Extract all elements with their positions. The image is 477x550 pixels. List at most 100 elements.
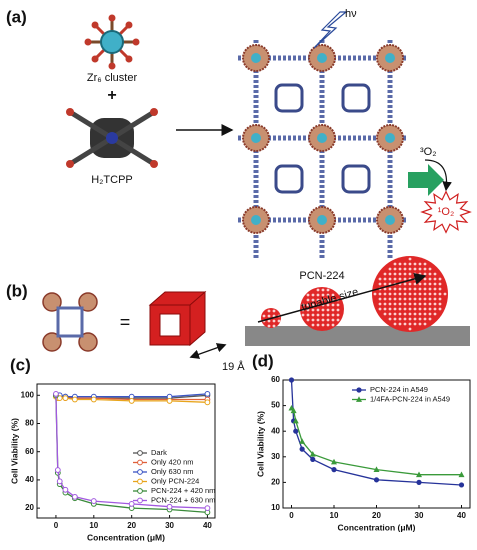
y-tick-label: 80 — [25, 419, 34, 428]
particle-dot — [423, 267, 427, 271]
particle-dot — [383, 297, 387, 301]
particle-dot — [393, 312, 397, 316]
particle-dot — [403, 272, 407, 276]
data-point — [292, 417, 299, 424]
particle-dot — [418, 267, 422, 271]
particle-dot — [428, 312, 432, 316]
particle-dot — [326, 293, 330, 297]
x-tick-label: 10 — [330, 511, 339, 520]
x-tick-label: 20 — [127, 521, 136, 530]
particle-dot — [398, 317, 402, 321]
particle-dot — [378, 277, 382, 281]
particle-dot — [378, 282, 382, 286]
porphyrin-unit — [341, 83, 371, 113]
data-point — [458, 471, 465, 478]
particle-dot — [388, 267, 392, 271]
data-point — [299, 446, 305, 452]
particle-dot — [408, 302, 412, 306]
particle-dot — [398, 297, 402, 301]
data-point — [90, 396, 97, 403]
particle-dot — [423, 302, 427, 306]
data-point — [166, 503, 173, 510]
particle-dot — [428, 292, 432, 296]
particle-dot — [433, 272, 437, 276]
node-core — [317, 133, 327, 143]
energy-arrow — [408, 164, 444, 196]
particle-dot — [433, 297, 437, 301]
node-core — [385, 215, 395, 225]
particle-dot — [413, 267, 417, 271]
particle-dot — [428, 272, 432, 276]
light-label: hν — [345, 8, 357, 20]
carboxyl — [66, 108, 74, 116]
legend-marker — [137, 459, 143, 466]
data-point — [71, 396, 78, 403]
particle-dot — [403, 317, 407, 321]
particle-dot — [398, 272, 402, 276]
carboxyl — [66, 160, 74, 168]
particle-dot — [272, 324, 276, 328]
cluster-atom — [108, 62, 116, 70]
cluster-core — [100, 30, 124, 54]
particle-dot — [438, 307, 442, 311]
particle-dot — [321, 308, 325, 312]
legend-label: Only 420 nm — [151, 457, 194, 466]
particle-dot — [413, 322, 417, 326]
carboxyl — [150, 160, 158, 168]
particle-dot — [418, 262, 422, 266]
particle-dot — [433, 282, 437, 286]
particle-dot — [306, 303, 310, 307]
porphyrin-core — [106, 132, 118, 144]
data-point — [458, 482, 465, 488]
particle-dot — [331, 313, 335, 317]
particle-dot — [326, 318, 330, 322]
particle-dot — [423, 322, 427, 326]
particle-dot — [311, 298, 315, 302]
data-point — [293, 428, 299, 434]
particle-dot — [413, 302, 417, 306]
particle-dot — [331, 293, 335, 297]
data-point — [54, 467, 61, 473]
data-point — [56, 478, 63, 485]
particle-dot — [443, 292, 447, 296]
node-core — [251, 53, 261, 63]
particle-dot — [262, 314, 266, 318]
particle-dot — [408, 317, 412, 321]
particle-dot — [388, 302, 392, 306]
data-point — [310, 456, 316, 462]
particle-dot — [408, 257, 412, 261]
particle-dot — [306, 298, 310, 302]
particle-dot — [408, 307, 412, 311]
particle-dot — [306, 313, 310, 317]
particle-dot — [316, 308, 320, 312]
particle-dot — [311, 318, 315, 322]
particle-dot — [398, 277, 402, 281]
particle-dot — [311, 323, 315, 327]
particle-dot — [267, 314, 271, 318]
cluster-atom — [84, 38, 92, 46]
particle-dot — [403, 292, 407, 296]
particle-dot — [428, 297, 432, 301]
x-tick-label: 0 — [289, 511, 294, 520]
data-point — [62, 395, 69, 402]
pore-label: 19 Å — [222, 360, 245, 373]
particle-dot — [383, 277, 387, 281]
particle-dot — [316, 298, 320, 302]
x-tick-label: 20 — [372, 511, 381, 520]
particle-dot — [428, 282, 432, 286]
particle-dot — [316, 323, 320, 327]
particle-dot — [438, 287, 442, 291]
panel-label: (c) — [10, 355, 31, 374]
particle-dot — [403, 287, 407, 291]
particle-dot — [408, 312, 412, 316]
particle-dot — [272, 319, 276, 323]
particle-dot — [321, 298, 325, 302]
particle-dot — [413, 287, 417, 291]
particle-dot — [423, 272, 427, 276]
particle-dot — [388, 307, 392, 311]
legend-label: 1/4FA-PCN-224 in A549 — [370, 394, 450, 403]
data-point — [53, 390, 59, 397]
particle-dot — [403, 312, 407, 316]
cube-pore — [159, 313, 181, 337]
particle-dot — [418, 317, 422, 321]
